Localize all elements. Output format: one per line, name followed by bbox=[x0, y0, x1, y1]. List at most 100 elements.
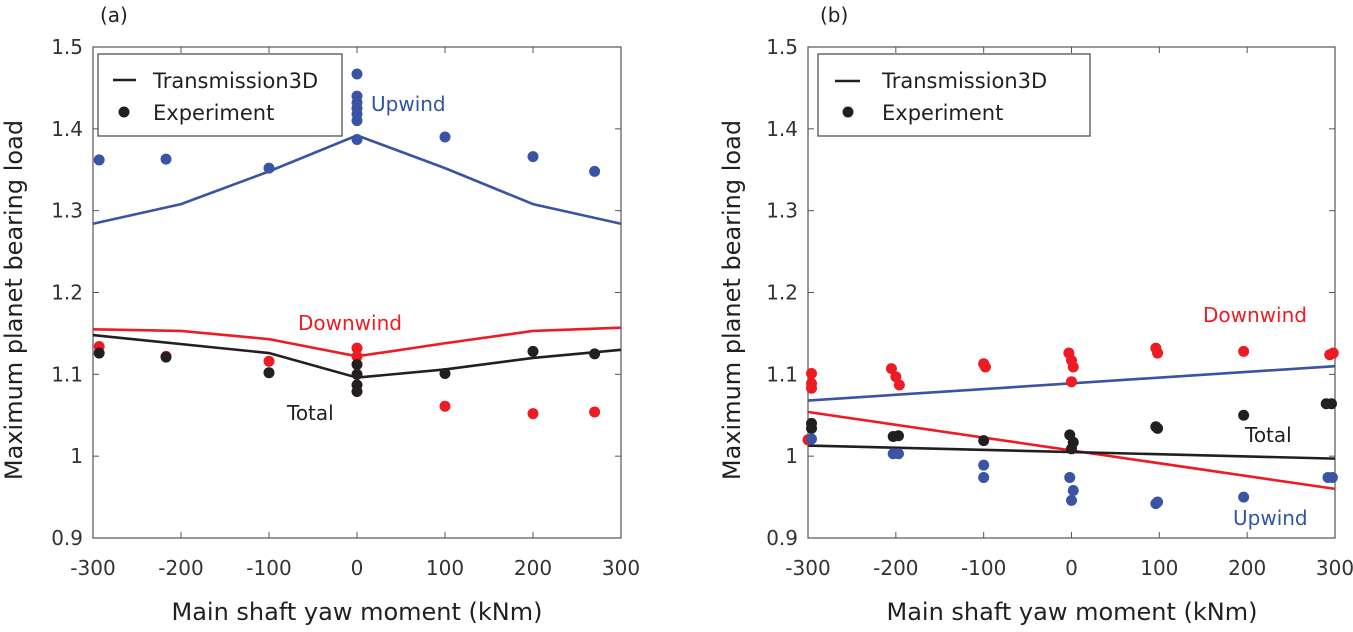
legend-entry-experiment: Experiment bbox=[153, 101, 274, 125]
x-tick-label: 300 bbox=[1316, 556, 1353, 580]
y-tick-label: 1.1 bbox=[51, 362, 83, 386]
annotation-downwind: Downwind bbox=[298, 311, 402, 335]
legend-dot-marker bbox=[118, 106, 130, 118]
x-tick-label: -300 bbox=[785, 556, 830, 580]
experiment-point-total bbox=[160, 351, 172, 363]
experiment-point-downwind bbox=[1067, 361, 1079, 373]
annotation-total: Total bbox=[286, 401, 334, 425]
x-tick-label: 200 bbox=[514, 556, 552, 580]
x-tick-label: 200 bbox=[1228, 556, 1266, 580]
experiment-point-total bbox=[1325, 398, 1337, 410]
x-tick-label: 300 bbox=[602, 556, 640, 580]
y-tick-label: 0.9 bbox=[51, 526, 83, 550]
panel-label: (a) bbox=[100, 3, 128, 27]
y-tick-label: 1.3 bbox=[51, 199, 83, 223]
legend-box bbox=[817, 53, 1091, 137]
y-axis-label: Maximum planet bearing load bbox=[718, 120, 746, 480]
y-tick-label: 1.2 bbox=[766, 281, 798, 305]
experiment-point-downwind bbox=[893, 379, 905, 391]
x-tick-label: -200 bbox=[873, 556, 918, 580]
y-tick-label: 1 bbox=[785, 444, 798, 468]
experiment-point-upwind bbox=[527, 151, 539, 163]
y-tick-label: 0.9 bbox=[766, 526, 798, 550]
experiment-point-downwind bbox=[1238, 345, 1250, 357]
annotation-total: Total bbox=[1244, 423, 1292, 447]
experiment-point-downwind bbox=[1327, 347, 1339, 359]
legend-dot-marker bbox=[842, 106, 854, 118]
x-axis-label: Main shaft yaw moment (kNm) bbox=[887, 598, 1258, 626]
experiment-point-upwind bbox=[351, 68, 363, 80]
x-tick-label: 0 bbox=[351, 556, 364, 580]
experiment-point-upwind bbox=[351, 133, 363, 145]
experiment-point-upwind bbox=[160, 153, 172, 165]
plot-area: -300 -200 -100 0 100 200 300 0.9 1 1.1 1.2 1.3 1.4 1.… bbox=[51, 35, 640, 580]
experiment-point-upwind bbox=[439, 131, 451, 143]
experiment-point-downwind bbox=[439, 400, 451, 412]
experiment-point-upwind bbox=[978, 471, 990, 483]
legend-entry-experiment: Experiment bbox=[882, 101, 1003, 125]
experiment-point-downwind bbox=[1152, 347, 1164, 359]
experiment-point-total bbox=[263, 367, 275, 379]
experiment-point-total bbox=[527, 345, 539, 357]
experiment-point-total bbox=[978, 435, 990, 447]
panel-b: -300 -200 -100 0 100 200 300 0.9 1 1.1 1.2 1.3 1.4 1.… bbox=[718, 3, 1353, 626]
experiment-point-upwind bbox=[1326, 471, 1338, 483]
experiment-point-total bbox=[351, 368, 363, 380]
x-tick-label: 0 bbox=[1065, 556, 1078, 580]
y-tick-label: 1.4 bbox=[51, 117, 83, 141]
y-tick-label: 1.5 bbox=[766, 35, 798, 59]
panel-a: -300 -200 -100 0 100 200 300 0.9 1 1.1 1.2 1.3 1.4 1.… bbox=[0, 3, 640, 626]
legend: Transmission3D Experiment bbox=[97, 53, 343, 137]
experiment-point-total bbox=[1238, 409, 1250, 421]
experiment-point-downwind bbox=[1066, 376, 1077, 388]
experiment-point-upwind bbox=[1238, 491, 1250, 503]
annotation-upwind: Upwind bbox=[371, 92, 446, 116]
x-tick-label: 100 bbox=[426, 556, 464, 580]
experiment-point-downwind bbox=[589, 406, 601, 418]
experiment-point-total bbox=[589, 348, 601, 360]
experiment-point-total bbox=[439, 368, 451, 380]
experiment-point-downwind bbox=[885, 363, 897, 375]
x-tick-label: 100 bbox=[1140, 556, 1178, 580]
experiment-point-total bbox=[892, 430, 904, 442]
experiment-point-upwind bbox=[1064, 471, 1076, 483]
experiment-point-total bbox=[93, 347, 105, 359]
experiment-point-upwind bbox=[1066, 494, 1077, 506]
experiment-point-upwind bbox=[1152, 496, 1164, 508]
x-tick-label: -300 bbox=[70, 556, 115, 580]
x-axis-label: Main shaft yaw moment (kNm) bbox=[172, 598, 543, 626]
y-tick-label: 1.5 bbox=[51, 35, 83, 59]
experiment-point-downwind bbox=[527, 408, 539, 420]
experiment-point-downwind bbox=[979, 361, 991, 373]
x-tick-label: -100 bbox=[961, 556, 1006, 580]
experiment-point-downwind bbox=[806, 382, 818, 394]
legend-entry-model: Transmission3D bbox=[881, 69, 1047, 93]
experiment-point-upwind bbox=[589, 165, 601, 177]
y-tick-label: 1.2 bbox=[51, 281, 83, 305]
experiment-point-downwind bbox=[263, 355, 275, 367]
experiment-point-upwind bbox=[93, 154, 105, 166]
y-tick-label: 1.3 bbox=[766, 199, 798, 223]
x-tick-label: -200 bbox=[158, 556, 203, 580]
x-tick-label: -100 bbox=[246, 556, 291, 580]
experiment-point-downwind bbox=[806, 368, 818, 380]
annotation-downwind: Downwind bbox=[1203, 303, 1307, 327]
experiment-point-upwind bbox=[892, 448, 904, 460]
experiment-point-total bbox=[351, 386, 363, 398]
annotation-upwind: Upwind bbox=[1233, 506, 1308, 530]
experiment-point-total bbox=[1066, 443, 1077, 455]
experiment-point-total bbox=[806, 422, 818, 434]
legend-box bbox=[97, 53, 343, 137]
experiment-point-total bbox=[1152, 422, 1164, 434]
legend-entry-model: Transmission3D bbox=[152, 69, 318, 93]
model-line-total bbox=[92, 333, 622, 379]
panel-label: (b) bbox=[820, 3, 848, 27]
y-tick-label: 1 bbox=[70, 444, 83, 468]
legend: Transmission3D Experiment bbox=[817, 53, 1091, 137]
y-tick-label: 1.4 bbox=[766, 117, 798, 141]
y-tick-label: 1.1 bbox=[766, 362, 798, 386]
experiment-point-downwind bbox=[351, 342, 363, 354]
experiment-point-downwind bbox=[351, 350, 363, 362]
experiment-point-upwind bbox=[806, 433, 818, 445]
